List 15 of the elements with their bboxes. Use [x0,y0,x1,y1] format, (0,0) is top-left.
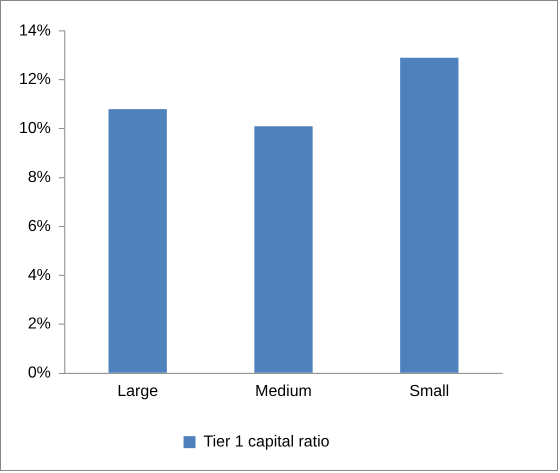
bar [254,126,313,373]
bar [108,109,167,373]
y-tick-label: 14% [18,22,51,40]
x-tick-label: Large [117,383,158,400]
legend-label: Tier 1 capital ratio [203,434,330,451]
y-tick-label: 8% [28,168,51,186]
x-tick-label: Small [409,383,450,400]
y-tick-label: 0% [28,364,51,382]
y-tick-label: 10% [18,120,51,138]
y-tick-label: 4% [28,266,51,284]
y-tick-label: 6% [28,218,51,235]
y-tick-label: 2% [28,316,51,333]
y-tick-label: 12% [18,71,51,88]
x-tick-label: Medium [255,383,312,400]
bar [400,58,458,373]
